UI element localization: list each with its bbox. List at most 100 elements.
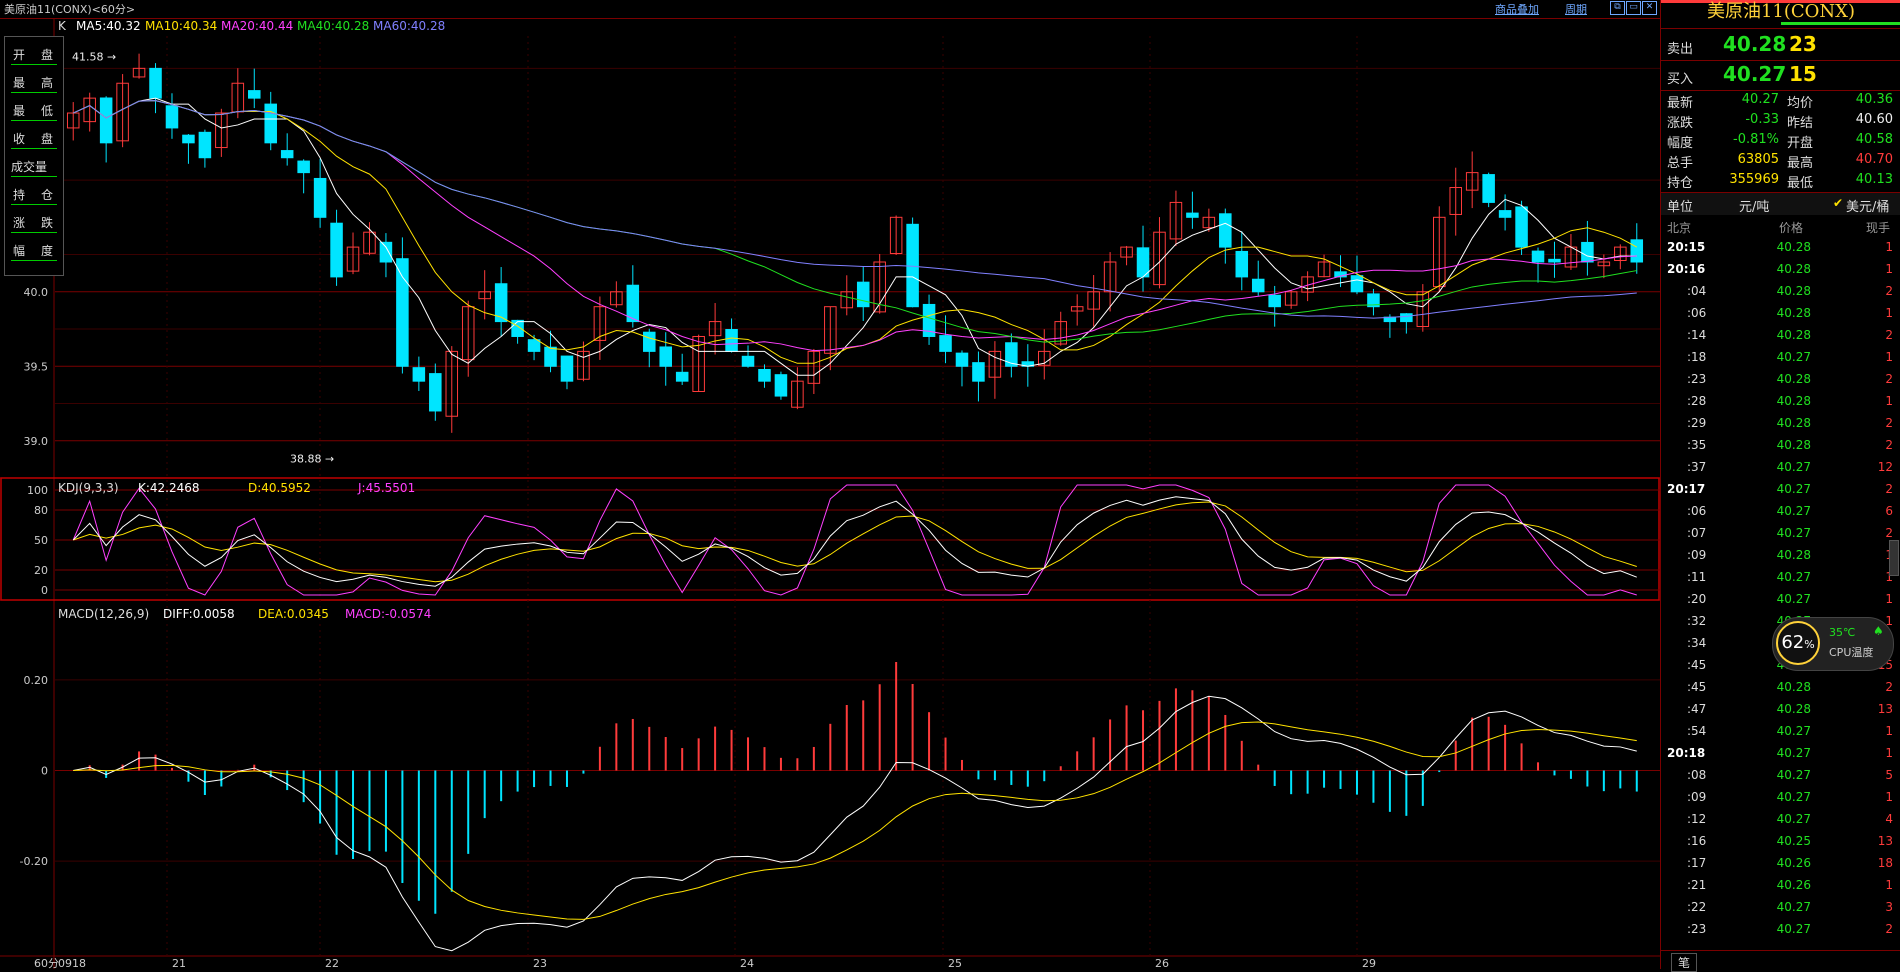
candle-body (1235, 250, 1249, 278)
candle-body (1219, 213, 1232, 248)
tick-volume: 1 (1885, 746, 1893, 760)
candle-body (1268, 294, 1281, 308)
tick-list[interactable]: 20:15 40.28 1 20:16 40.28 1:04 40.28 2:06 40.28 1… (1661, 236, 1900, 948)
tick-volume: 1 (1885, 262, 1893, 276)
tick-row: :23 40.28 2 (1661, 368, 1900, 390)
tick-price: 40.28 (1776, 394, 1811, 408)
x-axis-date: 21 (172, 957, 186, 969)
stat-label: 最新 (1667, 96, 1694, 111)
candle-body (840, 291, 854, 309)
kdj-j-value: J:45.5501 (357, 481, 415, 495)
stat-value: 40.60 (1855, 112, 1893, 127)
ma-legend-3: MA40:40.28 (297, 19, 369, 33)
candle-body (478, 291, 491, 300)
tick-time: 20:17 (1667, 482, 1706, 496)
period-link[interactable]: 周期 (1565, 3, 1587, 16)
candle-body (725, 329, 738, 352)
candle-body (643, 331, 656, 352)
tick-time: :47 (1687, 702, 1707, 716)
x-axis-date: 24 (740, 957, 754, 969)
tick-time: :11 (1687, 570, 1707, 584)
tick-row: :28 40.28 1 (1661, 390, 1900, 412)
tick-price: 40.28 (1776, 416, 1811, 430)
ma-line-60 (73, 100, 1637, 319)
candle-body (659, 346, 672, 367)
ma-legend-0: MA5:40.32 (76, 19, 141, 33)
tick-time: :12 (1687, 812, 1707, 826)
low-price-mark: 38.88 → (290, 453, 334, 466)
candle-body (1284, 291, 1298, 306)
overlay-commodity-link[interactable]: 商品叠加 (1495, 3, 1539, 16)
tick-price: 40.26 (1776, 856, 1811, 870)
ohlc-legend-box: 开盘最高最低收盘成交量持仓涨跌幅度 (4, 36, 64, 276)
restore-window-icon[interactable]: ⧉ (1610, 1, 1625, 15)
tick-row: 20:18 40.27 1 (1661, 742, 1900, 764)
candle-body (1038, 350, 1051, 366)
tick-row: 20:15 40.28 1 (1661, 236, 1900, 258)
stat-label: 涨跌 (1667, 116, 1694, 131)
quote-panel: 美原油11(CONX) 卖出 40.28 23 买入 40.27 15 最新 40… (1660, 0, 1900, 972)
cpu-temp-widget[interactable]: 62% 35℃ ♠ CPU温度 (1772, 617, 1894, 671)
candle-body (577, 350, 590, 380)
tick-price: 40.27 (1776, 746, 1811, 760)
candle-body (1630, 239, 1644, 263)
tick-price: 40.28 (1776, 548, 1811, 562)
unit-value[interactable]: 元/吨 (1739, 200, 1770, 215)
candle-body (1433, 216, 1446, 288)
stat-label: 最低 (1787, 176, 1814, 191)
candle-body (429, 373, 442, 412)
tick-volume: 1 (1885, 614, 1893, 628)
tick-volume: 2 (1885, 372, 1893, 386)
high-price-mark: 41.58 → (72, 50, 116, 63)
period-label: 60分 (34, 957, 59, 969)
tick-volume: 2 (1885, 482, 1893, 496)
tick-volume: 4 (1885, 812, 1893, 826)
tick-time: :14 (1687, 328, 1707, 342)
kline-chart-area[interactable]: 40.0 39.5 39.0 41.58 → 38.88 → K MA5:40.32 MA10… (0, 18, 1660, 969)
tick-price: 40.28 (1776, 702, 1811, 716)
tick-time: :08 (1687, 768, 1707, 782)
candle-body (560, 355, 574, 382)
tick-price: 40.27 (1776, 922, 1811, 936)
tab-trades[interactable]: 笔 (1671, 953, 1698, 972)
tick-row: :37 40.27 12 (1661, 456, 1900, 478)
minimize-window-icon[interactable]: ▭ (1626, 1, 1641, 15)
unit-alt[interactable]: 美元/桶 (1846, 200, 1890, 215)
candle-body (1087, 291, 1100, 310)
x-axis-date: 0918 (58, 957, 86, 969)
candle-body (593, 306, 607, 341)
macd-tick-label: 0.20 (24, 674, 49, 687)
tick-price: 40.27 (1776, 812, 1811, 826)
tick-volume: 1 (1885, 350, 1893, 364)
kdj-tick-label: 20 (34, 564, 48, 577)
tick-row: :18 40.27 1 (1661, 346, 1900, 368)
kdj-tick-label: 0 (41, 584, 48, 597)
close-window-icon[interactable]: ✕ (1642, 1, 1657, 15)
candle-body (461, 306, 475, 361)
candle-body (379, 241, 393, 263)
tick-row: :09 40.27 1 (1661, 786, 1900, 808)
tick-row: :23 40.27 2 (1661, 918, 1900, 940)
tick-row: :29 40.28 2 (1661, 412, 1900, 434)
candle-body (544, 346, 557, 367)
tick-price: 40.27 (1776, 900, 1811, 914)
macd-tick-label: -0.20 (20, 855, 48, 868)
tick-price: 40.28 (1776, 284, 1811, 298)
tick-time: :17 (1687, 856, 1707, 870)
tick-volume: 2 (1885, 284, 1893, 298)
candle-body (1400, 313, 1413, 323)
tick-list-scrollbar[interactable] (1889, 540, 1899, 576)
tick-volume: 1 (1885, 394, 1893, 408)
tick-volume: 2 (1885, 328, 1893, 342)
tick-row: :06 40.27 6 (1661, 500, 1900, 522)
candle-body (1153, 231, 1166, 286)
tick-row: :08 40.27 5 (1661, 764, 1900, 786)
candle-body (1548, 258, 1561, 263)
candle-body (955, 352, 969, 367)
tick-time: :34 (1687, 636, 1707, 650)
tick-time: :45 (1687, 658, 1707, 672)
candle-body (511, 319, 524, 337)
tick-volume: 2 (1885, 680, 1893, 694)
tick-row: :54 40.27 1 (1661, 720, 1900, 742)
unit-label: 单位 (1667, 200, 1694, 215)
